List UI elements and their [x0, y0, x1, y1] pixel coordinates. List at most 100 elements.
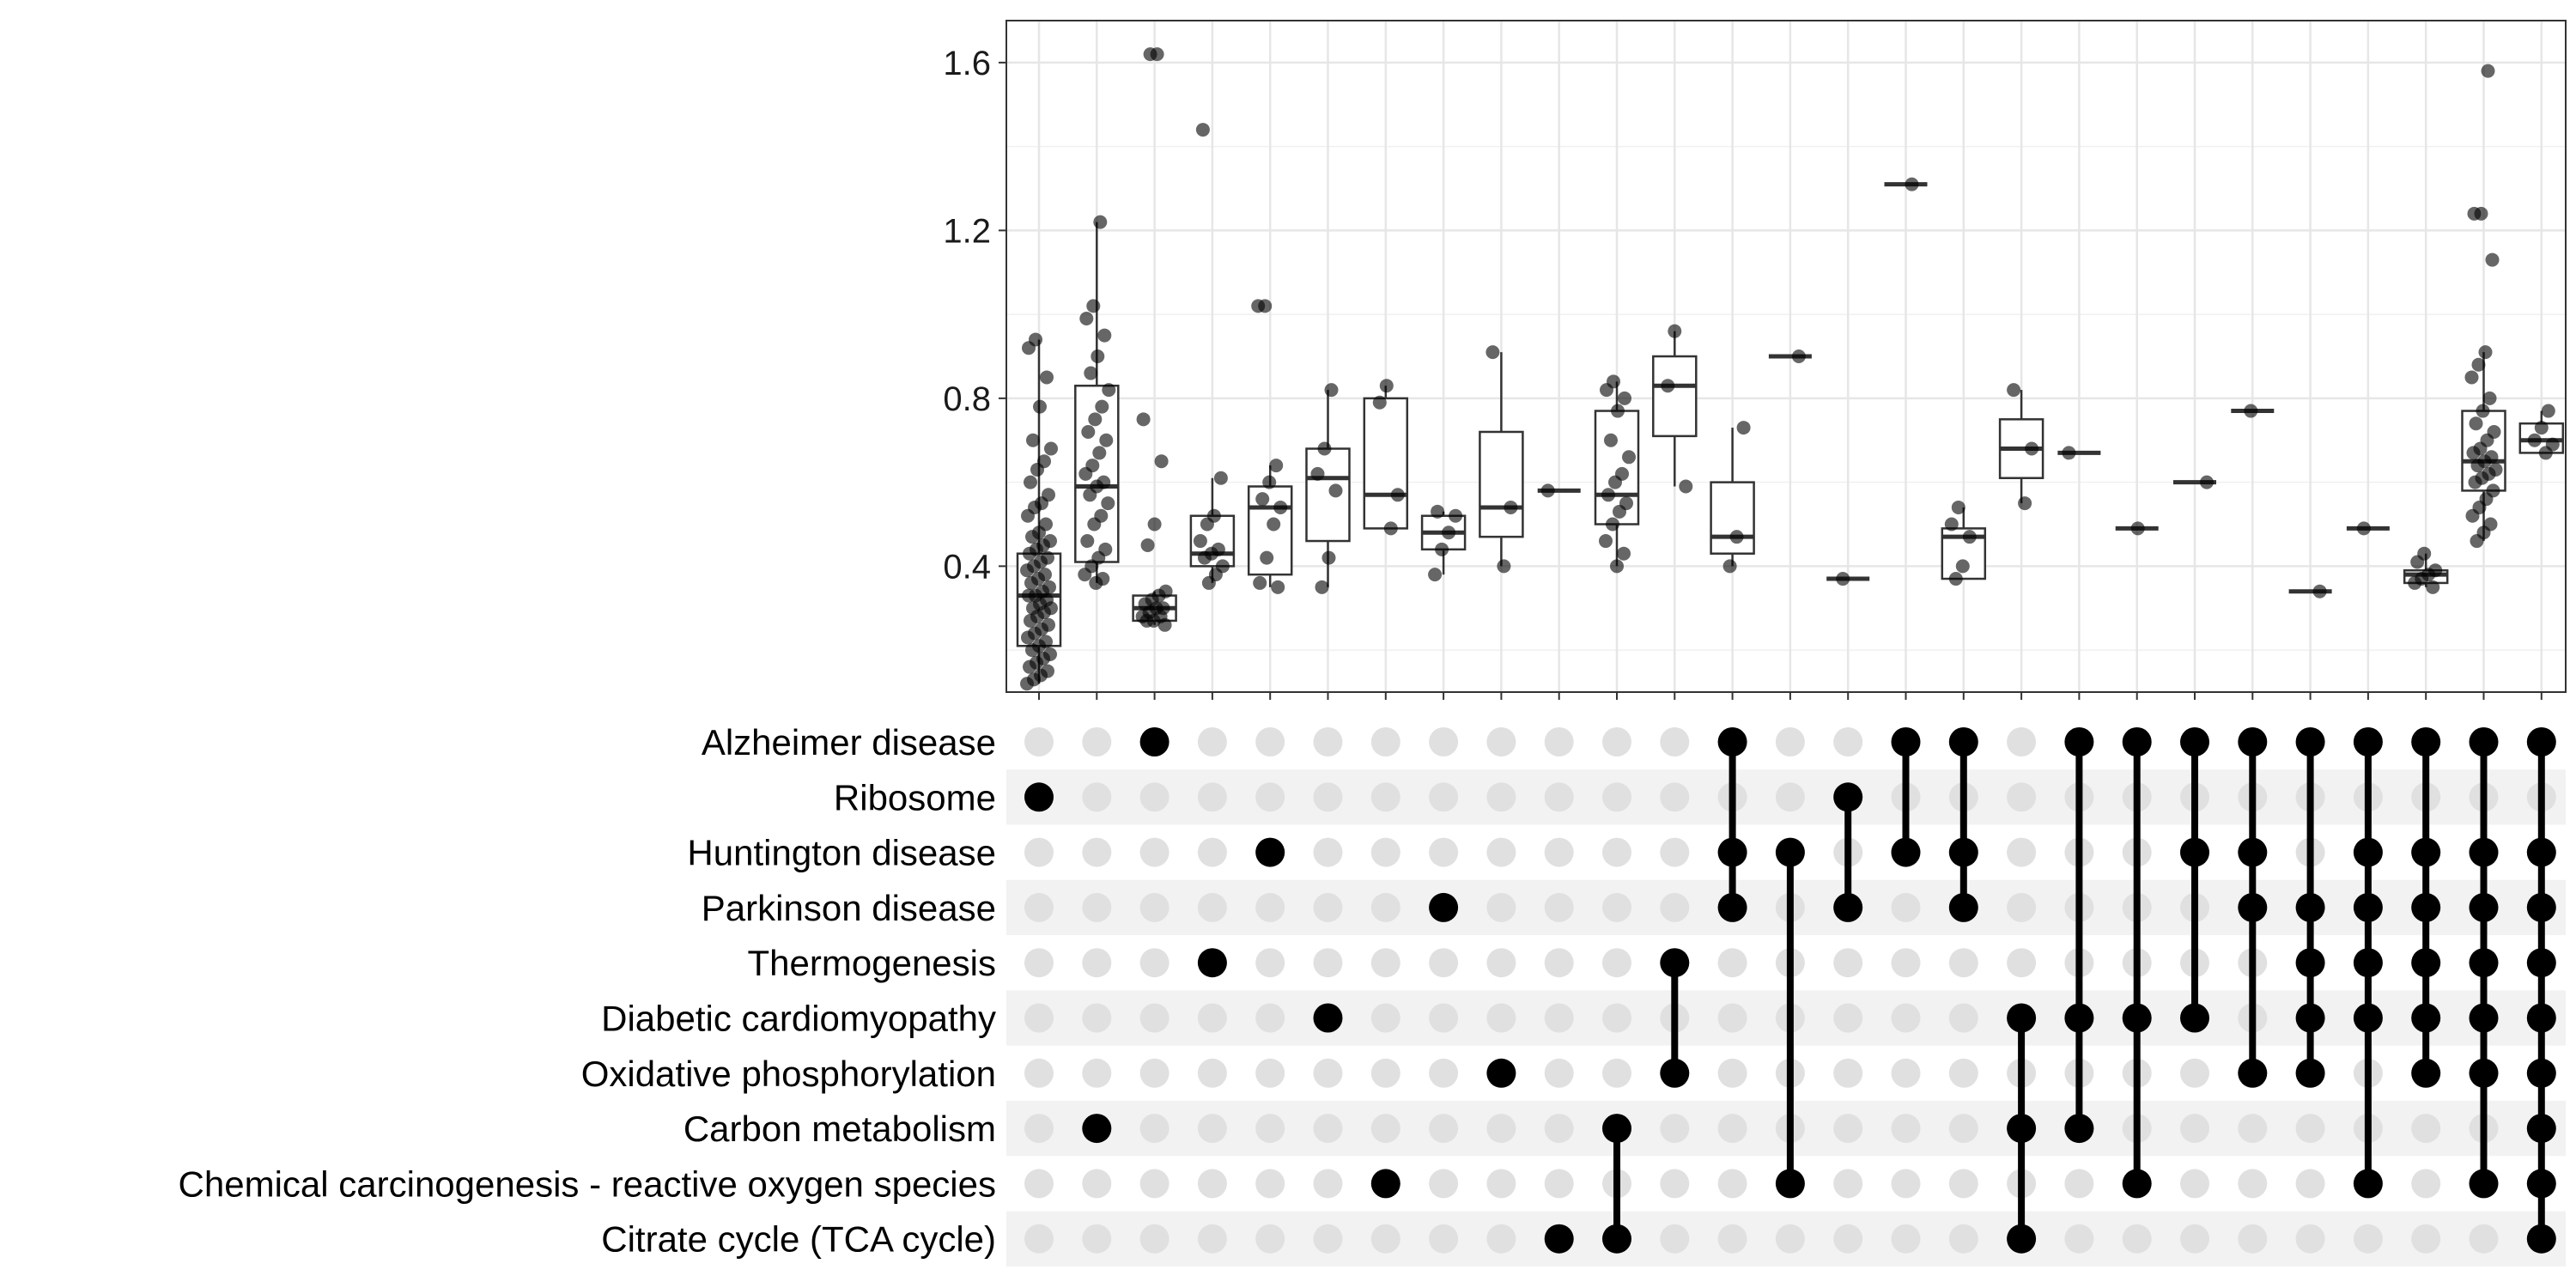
data-point: [1213, 471, 1228, 485]
matrix-dot-inactive: [1948, 1169, 1978, 1199]
matrix-dot-active: [1948, 727, 1978, 756]
matrix-dot-active: [2353, 1169, 2383, 1199]
matrix-dot-inactive: [1024, 1114, 1054, 1144]
matrix-dot-inactive: [1660, 782, 1690, 812]
matrix-dot-inactive: [1833, 1224, 1863, 1254]
matrix-dot-inactive: [1486, 1003, 1516, 1033]
matrix-dot-inactive: [1370, 892, 1400, 922]
intersection-25: [2411, 727, 2441, 1088]
intersection-14: [1775, 837, 1805, 1199]
matrix-dot-inactive: [2007, 892, 2037, 922]
data-point: [2312, 584, 2327, 598]
matrix-dot-inactive: [1948, 948, 1978, 978]
intersection-18: [2007, 1003, 2037, 1254]
matrix-dot-active: [2411, 1058, 2441, 1088]
matrix-dot-inactive: [2180, 1224, 2209, 1254]
matrix-dot-inactive: [2411, 1169, 2441, 1199]
matrix-dot-inactive: [1255, 727, 1285, 756]
data-point: [1962, 530, 1977, 544]
matrix-dot-inactive: [1197, 1003, 1227, 1033]
matrix-dot-inactive: [1197, 782, 1227, 812]
matrix-dot-inactive: [1024, 837, 1054, 867]
data-point: [1042, 488, 1055, 502]
data-point: [1607, 374, 1620, 389]
box-iqr: [1710, 481, 1755, 555]
data-point: [1150, 47, 1164, 62]
matrix-dot-inactive: [1255, 782, 1285, 812]
data-point: [1039, 635, 1053, 649]
intersection-9: [1486, 1058, 1516, 1088]
data-point: [1158, 584, 1173, 598]
data-point: [1271, 580, 1285, 594]
matrix-dot-inactive: [1717, 1224, 1747, 1254]
intersection-3: [1139, 727, 1170, 756]
matrix-dot-active: [2007, 1114, 2037, 1144]
intersection-11: [1602, 1114, 1631, 1254]
y-tick-label: 1.6: [943, 45, 991, 82]
data-point: [2545, 437, 2560, 452]
matrix-dot-inactive: [1775, 1224, 1805, 1254]
matrix-dot-inactive: [1082, 1224, 1112, 1254]
matrix-dot-inactive: [1429, 1224, 1459, 1254]
boxplot-frame: [1005, 20, 2567, 700]
data-point: [1317, 441, 1332, 456]
data-point: [1383, 521, 1398, 536]
matrix-dot-inactive: [2238, 1224, 2268, 1254]
matrix-dot-active: [2295, 1003, 2325, 1033]
intersection-12: [1660, 948, 1690, 1088]
matrix-dot-active: [2469, 1003, 2499, 1033]
data-point: [1497, 559, 1511, 574]
matrix-dot-inactive: [2007, 782, 2037, 812]
matrix-dot-inactive: [1602, 727, 1631, 756]
matrix-dot-inactive: [1139, 1224, 1170, 1254]
matrix-dot-inactive: [1313, 948, 1343, 978]
data-point: [2417, 546, 2432, 561]
intersection-15: [1833, 782, 1863, 922]
matrix-dot-inactive: [2295, 1114, 2325, 1144]
matrix-dot-active: [2180, 727, 2209, 756]
matrix-dot-inactive: [1891, 948, 1921, 978]
matrix-dot-active: [2411, 892, 2441, 922]
matrix-dot-inactive: [1313, 837, 1343, 867]
intersection-6: [1313, 1003, 1343, 1033]
matrix-dot-inactive: [1486, 1114, 1516, 1144]
set-label: Thermogenesis: [748, 943, 996, 983]
matrix-dot-inactive: [1660, 892, 1690, 922]
intersection-7: [1370, 1169, 1400, 1199]
matrix-dot-inactive: [1891, 1224, 1921, 1254]
matrix-dot-inactive: [1024, 948, 1054, 978]
y-tick-label: 0.4: [943, 548, 991, 586]
matrix-dot-active: [1370, 1169, 1400, 1199]
set-label: Carbon metabolism: [683, 1109, 996, 1149]
matrix-dot-inactive: [1660, 1114, 1690, 1144]
matrix-dot-active: [1255, 837, 1285, 867]
matrix-dot-inactive: [1082, 948, 1112, 978]
matrix-dot-active: [2526, 1169, 2556, 1199]
data-point: [1905, 177, 1919, 191]
matrix-dot-inactive: [1197, 837, 1227, 867]
matrix-dot-inactive: [2122, 1224, 2152, 1254]
matrix-dot-inactive: [1948, 1058, 1978, 1088]
data-point: [2007, 383, 2021, 398]
data-point: [1615, 466, 1629, 481]
matrix-dot-inactive: [2180, 1114, 2209, 1144]
matrix-dot-inactive: [1486, 837, 1516, 867]
matrix-dot-inactive: [1891, 892, 1921, 922]
matrix-dot-inactive: [2238, 1169, 2268, 1199]
matrix-dot-active: [2295, 727, 2325, 756]
data-point: [1435, 542, 1449, 556]
data-point: [1504, 500, 1518, 514]
data-point: [1084, 366, 1098, 380]
data-point: [1091, 349, 1105, 363]
data-point: [1097, 475, 1111, 489]
data-point: [1211, 542, 1225, 556]
intersection-5: [1255, 837, 1285, 867]
matrix-dot-inactive: [1024, 1003, 1054, 1033]
data-point: [1372, 395, 1387, 410]
data-point: [1037, 454, 1051, 469]
intersection-24: [2353, 727, 2383, 1199]
data-point: [1215, 559, 1230, 574]
matrix-dot-inactive: [1197, 727, 1227, 756]
data-point: [1097, 328, 1112, 343]
